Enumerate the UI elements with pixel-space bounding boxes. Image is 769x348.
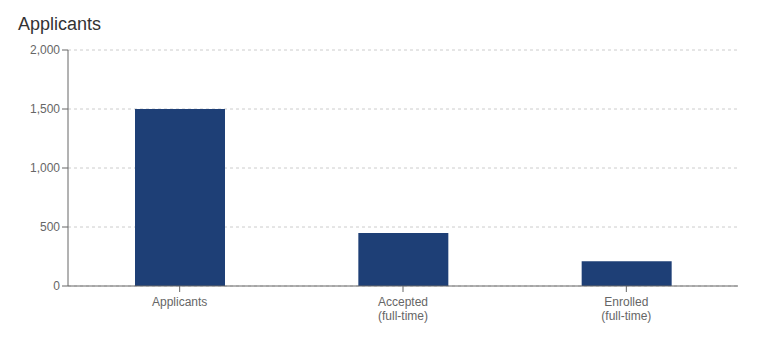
svg-text:500: 500 [40, 220, 60, 234]
svg-text:1,500: 1,500 [30, 102, 60, 116]
svg-text:1,000: 1,000 [30, 161, 60, 175]
html-text:Applicants: Applicants [18, 14, 102, 34]
svg-text:2,000: 2,000 [30, 43, 60, 57]
svg-text:Enrolled(full-time): Enrolled(full-time) [601, 295, 651, 323]
svg-text:0: 0 [53, 279, 60, 293]
svg-text:Applicants: Applicants [152, 295, 207, 309]
svg-text:Accepted(full-time): Accepted(full-time) [378, 295, 428, 323]
